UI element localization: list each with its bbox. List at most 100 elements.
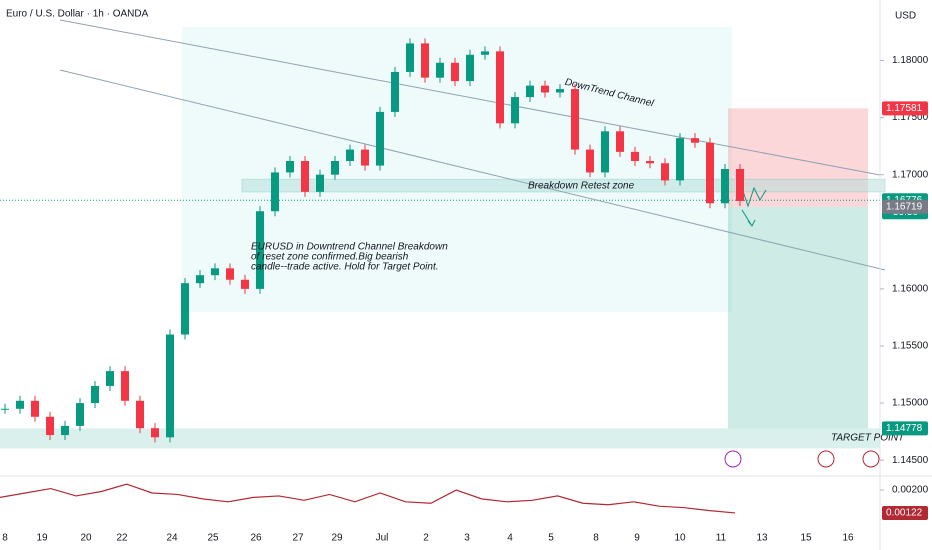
- price-tag: [882, 421, 928, 436]
- y-tick-label: 1.15500: [892, 341, 929, 352]
- candle-body: [181, 283, 189, 335]
- x-tick-label: 13: [756, 533, 768, 544]
- x-tick-label: 26: [250, 533, 262, 544]
- candle-body: [391, 71, 399, 112]
- candle-body: [421, 43, 429, 78]
- event-icon: [862, 450, 880, 468]
- candle-body: [631, 151, 639, 161]
- candle-body: [646, 160, 654, 164]
- target-label: TARGET POINT: [831, 433, 905, 444]
- x-tick-label: 15: [800, 533, 812, 544]
- candle-body: [436, 62, 444, 78]
- x-tick-label: 29: [331, 533, 343, 544]
- retest-label: Breakdown Retest zone: [528, 181, 635, 192]
- candle-body: [211, 268, 219, 276]
- x-tick-label: 22: [116, 533, 128, 544]
- event-icon: [724, 450, 742, 468]
- candle-body: [526, 85, 534, 98]
- y-tick-label: 1.17000: [892, 169, 929, 180]
- candle-body: [136, 400, 144, 429]
- price-tag: [882, 505, 928, 520]
- y-tick-label: 1.15000: [892, 398, 929, 409]
- x-tick-label: 19: [36, 533, 48, 544]
- candle-body: [226, 268, 234, 280]
- target-zone: [728, 206, 868, 429]
- candle-body: [46, 416, 54, 436]
- candle-body: [511, 97, 519, 124]
- symbol-title: Euro / U.S. Dollar · 1h · OANDA: [6, 9, 149, 20]
- y-tick-label: 1.17500: [892, 112, 929, 123]
- x-tick-label: 16: [842, 533, 854, 544]
- candle-body: [61, 425, 69, 436]
- y-tick-label: 1.14500: [892, 455, 929, 466]
- candle-body: [301, 160, 309, 192]
- candle-body: [16, 400, 24, 409]
- candle-body: [31, 400, 39, 417]
- x-tick-label: 2: [423, 533, 429, 544]
- y-tick-label: 1.18000: [892, 55, 929, 66]
- candle-body: [316, 174, 324, 192]
- candle-body: [481, 51, 489, 55]
- x-tick-label: 20: [80, 533, 92, 544]
- x-tick-label: 10: [674, 533, 686, 544]
- candle-body: [406, 43, 414, 72]
- x-tick-label: 8: [593, 533, 599, 544]
- candle-body: [286, 160, 294, 173]
- x-tick-label: Jul: [376, 533, 389, 544]
- note-line: EURUSD in Downtrend Channel Breakdown: [251, 242, 448, 253]
- event-icon: [817, 450, 835, 468]
- candle-body: [691, 138, 699, 143]
- indicator-line: [0, 483, 736, 514]
- candle-body: [601, 131, 609, 173]
- candle-body: [241, 279, 249, 289]
- candle-body: [166, 334, 174, 438]
- candle-body: [721, 168, 729, 204]
- candle-body: [541, 85, 549, 93]
- candle-body: [451, 62, 459, 82]
- price-tag-label: 1.16719: [886, 201, 923, 212]
- price-tag-label: 1.14778: [886, 423, 923, 434]
- candle-body: [331, 160, 339, 175]
- candle-body: [586, 149, 594, 173]
- candle-body: [361, 149, 369, 166]
- candle-body: [676, 138, 684, 181]
- candle-body: [571, 89, 579, 150]
- candle-body: [271, 172, 279, 212]
- x-tick-label: 3: [464, 533, 470, 544]
- candle-body: [466, 54, 474, 82]
- x-tick-label: 9: [634, 533, 640, 544]
- y-tick-label: 1.16000: [892, 284, 929, 295]
- x-tick-label: 11: [716, 533, 727, 544]
- price-tag: [882, 199, 928, 214]
- candle-body: [121, 371, 129, 401]
- candle-body: [1, 408, 9, 410]
- x-tick-label: 5: [548, 533, 554, 544]
- candle-body: [151, 428, 159, 438]
- y-tick-label: 0.00200: [892, 485, 929, 496]
- candle-body: [196, 275, 204, 284]
- price-tag-label: 0.00122: [886, 508, 923, 519]
- candle-body: [91, 385, 99, 404]
- candle-body: [661, 163, 669, 181]
- note-line: candle--trade active. Hold for Target Po…: [251, 262, 439, 273]
- candle-body: [376, 111, 384, 166]
- currency: USD: [895, 11, 916, 22]
- x-tick-label: 8: [2, 533, 8, 544]
- candle-body: [736, 168, 744, 201]
- candle-body: [256, 211, 264, 289]
- channel-upper: [59, 19, 881, 176]
- x-tick-label: 24: [166, 533, 178, 544]
- note-line: of reset zone confirmed.Big bearish: [251, 252, 409, 263]
- x-tick-label: 25: [207, 533, 219, 544]
- candle-body: [706, 142, 714, 204]
- channel-lower: [59, 69, 886, 271]
- arrow: [741, 209, 756, 227]
- candle-body: [556, 89, 564, 93]
- price-tag-label: 1.17581: [886, 103, 923, 114]
- target-band: [0, 428, 880, 449]
- candle-body: [106, 371, 114, 386]
- candle-body: [346, 149, 354, 161]
- price-tag: [882, 101, 928, 116]
- candle-body: [76, 403, 84, 426]
